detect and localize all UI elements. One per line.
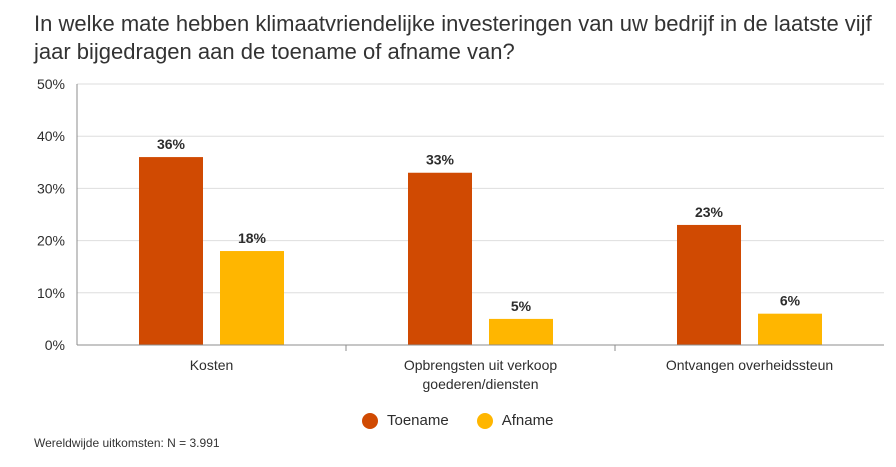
bar-toename — [677, 224, 741, 345]
data-label: 23% — [695, 204, 724, 220]
y-tick-label: 0% — [45, 337, 65, 353]
x-tick-label: goederen/diensten — [423, 376, 539, 392]
y-tick-label: 20% — [37, 233, 65, 249]
bar-afname — [489, 318, 553, 345]
data-label: 18% — [238, 230, 267, 246]
data-label: 6% — [780, 293, 801, 309]
legend: Toename Afname — [362, 412, 581, 429]
data-label: 33% — [426, 152, 455, 168]
legend-swatch-afname — [476, 412, 493, 429]
y-tick-label: 30% — [37, 180, 65, 196]
data-label: 36% — [157, 136, 186, 152]
y-tick-label: 40% — [37, 128, 65, 144]
footnote: Wereldwijde uitkomsten: N = 3.991 — [34, 436, 220, 450]
gridlines — [77, 83, 884, 294]
x-axis: Kosten Opbrengsten uit verkoop goederen/di… — [77, 344, 884, 392]
x-tick-label: Ontvangen overheidssteun — [666, 357, 833, 373]
bar-toename — [139, 157, 203, 345]
bar-afname — [758, 313, 822, 345]
bar-toename — [408, 172, 472, 345]
legend-item-afname: Afname — [476, 412, 554, 429]
y-tick-label: 50% — [37, 76, 65, 92]
x-tick-label: Opbrengsten uit verkoop — [404, 357, 558, 373]
bars: 36% 18% 33% 5% 23% 6% — [139, 136, 822, 345]
data-label: 5% — [511, 298, 532, 314]
bar-chart: 0% 10% 20% 30% 40% 50% 36% 18% 33% 5% 23% 6% Koste… — [37, 76, 884, 392]
x-tick-label: Kosten — [190, 357, 234, 373]
legend-swatch-toename — [362, 412, 378, 429]
legend-label-toename: Toename — [387, 412, 449, 429]
y-axis: 0% 10% 20% 30% 40% 50% — [37, 76, 78, 353]
legend-label-afname: Afname — [501, 412, 554, 429]
chart-title: In welke mate hebben klimaatvriendelijke… — [34, 11, 872, 64]
bar-afname — [220, 251, 284, 345]
y-tick-label: 10% — [37, 285, 65, 301]
legend-item-toename: Toename — [362, 412, 449, 429]
